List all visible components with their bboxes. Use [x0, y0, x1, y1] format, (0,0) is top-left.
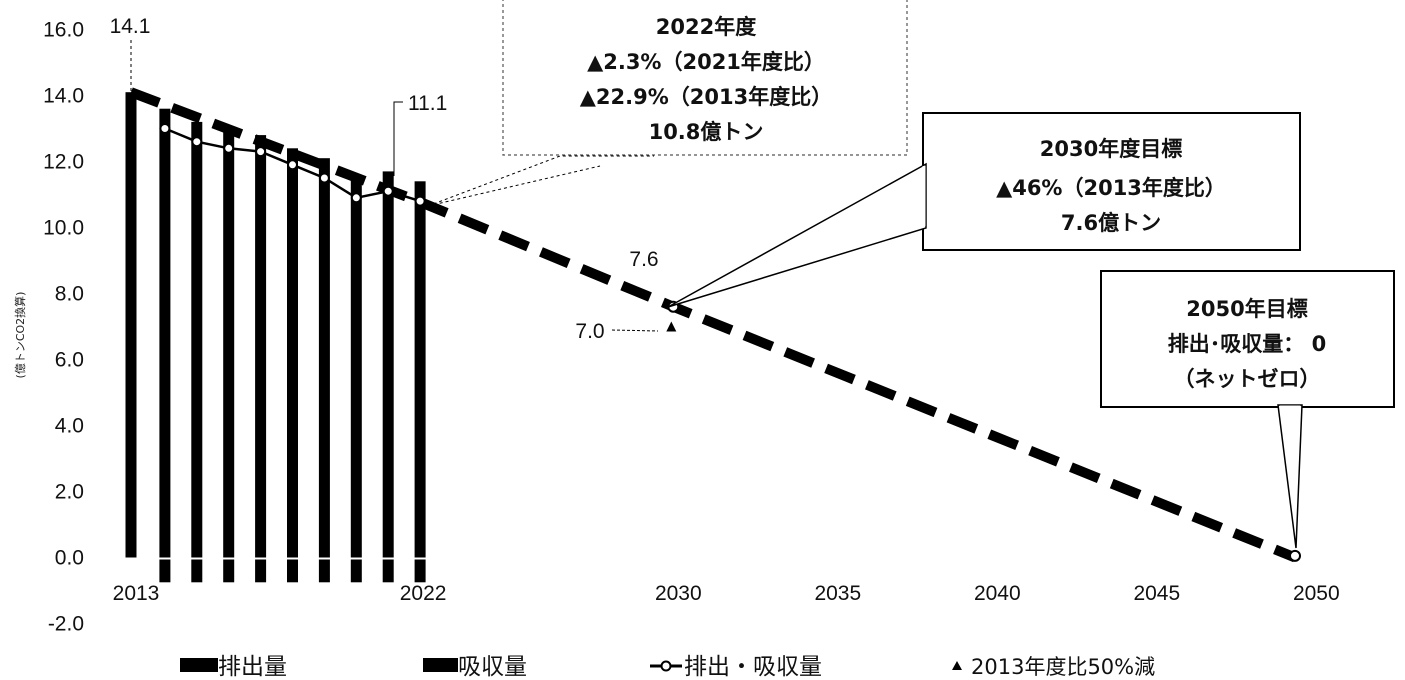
- annotation-text: 10.8億トン: [649, 120, 764, 144]
- target-2050-point: [1289, 549, 1301, 562]
- callout-pointer: [667, 162, 927, 308]
- y-tick-label: -2.0: [48, 613, 84, 636]
- y-tick-label: 0.0: [55, 547, 84, 570]
- x-tick-label: 2050: [1293, 582, 1340, 605]
- y-tick-label: 6.0: [55, 349, 84, 372]
- annotation-text: ▲46%（2013年度比）: [996, 176, 1226, 200]
- annotation-box-2022: [502, 0, 908, 156]
- absorption-bar: [255, 559, 267, 583]
- emission-bar: [350, 178, 362, 558]
- emission-bar: [223, 131, 235, 558]
- data-label: 7.6: [629, 248, 658, 271]
- emission-bar: [382, 171, 394, 558]
- legend-swatch-absorption: [423, 658, 458, 672]
- annotation-text: 2030年度目標: [1040, 137, 1182, 161]
- data-label: 14.1: [110, 15, 151, 38]
- x-tick-label: 2045: [1133, 582, 1180, 605]
- leader-line: [611, 329, 659, 332]
- y-tick-label: 14.0: [43, 85, 84, 108]
- axes: 16.0 14.0 12.0 10.0 8.0 6.0 4.0 2.0 0.0 -2.0 2013 2…: [13, 19, 1340, 636]
- absorption-bar: [414, 559, 426, 583]
- y-tick-label: 8.0: [55, 283, 84, 306]
- net-point: [191, 136, 203, 148]
- y-tick-label: 4.0: [55, 415, 84, 438]
- leader-line: [393, 101, 403, 176]
- annotation-text: 7.6億トン: [1061, 211, 1161, 235]
- net-point: [382, 185, 394, 197]
- annotation-text: ▲22.9%（2013年度比）: [580, 85, 832, 109]
- x-tick-label: 2035: [814, 582, 861, 605]
- legend-label: 吸収量: [458, 654, 527, 680]
- absorption-bar: [350, 559, 362, 583]
- callout-pointer: [427, 155, 654, 207]
- x-tick-label: 2040: [974, 582, 1021, 605]
- emission-bar: [191, 121, 203, 558]
- net-emission-line: [159, 123, 677, 332]
- data-label: 7.0: [575, 320, 604, 343]
- net-point: [255, 146, 267, 158]
- bars: [125, 92, 426, 583]
- x-tick-label: 2030: [655, 582, 702, 605]
- emission-bar: [255, 135, 267, 558]
- emission-bar: [159, 108, 171, 558]
- absorption-bar: [159, 559, 171, 583]
- annotation-text: 2022年度: [656, 15, 756, 39]
- y-tick-label: 2.0: [55, 481, 84, 504]
- legend-swatch-emission: [180, 658, 218, 672]
- absorption-bar: [223, 559, 235, 583]
- target-50pct-marker: [666, 321, 677, 332]
- net-point: [414, 195, 426, 207]
- y-tick-label: 16.0: [43, 19, 84, 42]
- annotation-text: ▲2.3%（2021年度比）: [587, 50, 825, 74]
- net-point: [159, 123, 171, 134]
- legend: 排出量 吸収量 排出・吸収量 2013年度比50%減: [180, 654, 1155, 680]
- x-tick-label: 2013: [113, 582, 160, 605]
- annotation-text: 排出･吸収量： 0: [1168, 332, 1326, 356]
- target-dashed-line: [129, 87, 1297, 563]
- legend-label: 排出・吸収量: [684, 654, 822, 680]
- legend-swatch-net-point: [660, 660, 672, 672]
- net-point: [318, 172, 330, 184]
- absorption-bar: [287, 559, 298, 583]
- emission-bar: [125, 92, 137, 558]
- callout-pointer: [427, 165, 601, 207]
- annotations: 14.1 11.1 7.6 7.0 2022年度 ▲2.3%（2021年度比） ▲22.9%…: [110, 0, 1395, 549]
- net-point: [223, 142, 235, 154]
- net-point: [287, 159, 298, 171]
- legend-swatch-marker: [952, 661, 962, 670]
- legend-label: 2013年度比50%減: [971, 655, 1155, 679]
- annotation-text: （ネットゼロ）: [1174, 367, 1321, 391]
- annotation-box-2030: [922, 112, 1301, 251]
- data-label: 11.1: [408, 92, 447, 115]
- y-axis-label: (億トンCO2換算): [13, 292, 27, 379]
- y-tick-label: 10.0: [43, 217, 84, 240]
- y-tick-label: 12.0: [43, 151, 84, 174]
- annotation-text: 2050年目標: [1186, 297, 1307, 321]
- absorption-bar: [318, 559, 330, 583]
- emission-bar: [414, 181, 426, 558]
- legend-label: 排出量: [218, 654, 287, 680]
- emission-bar: [318, 158, 330, 558]
- annotation-box-2050: [1100, 270, 1395, 408]
- emission-bar: [287, 148, 298, 558]
- net-point: [350, 192, 362, 204]
- absorption-bar: [382, 559, 394, 583]
- x-tick-label: 2022: [400, 582, 447, 605]
- callout-pointer: [1277, 404, 1303, 549]
- absorption-bar: [191, 559, 203, 583]
